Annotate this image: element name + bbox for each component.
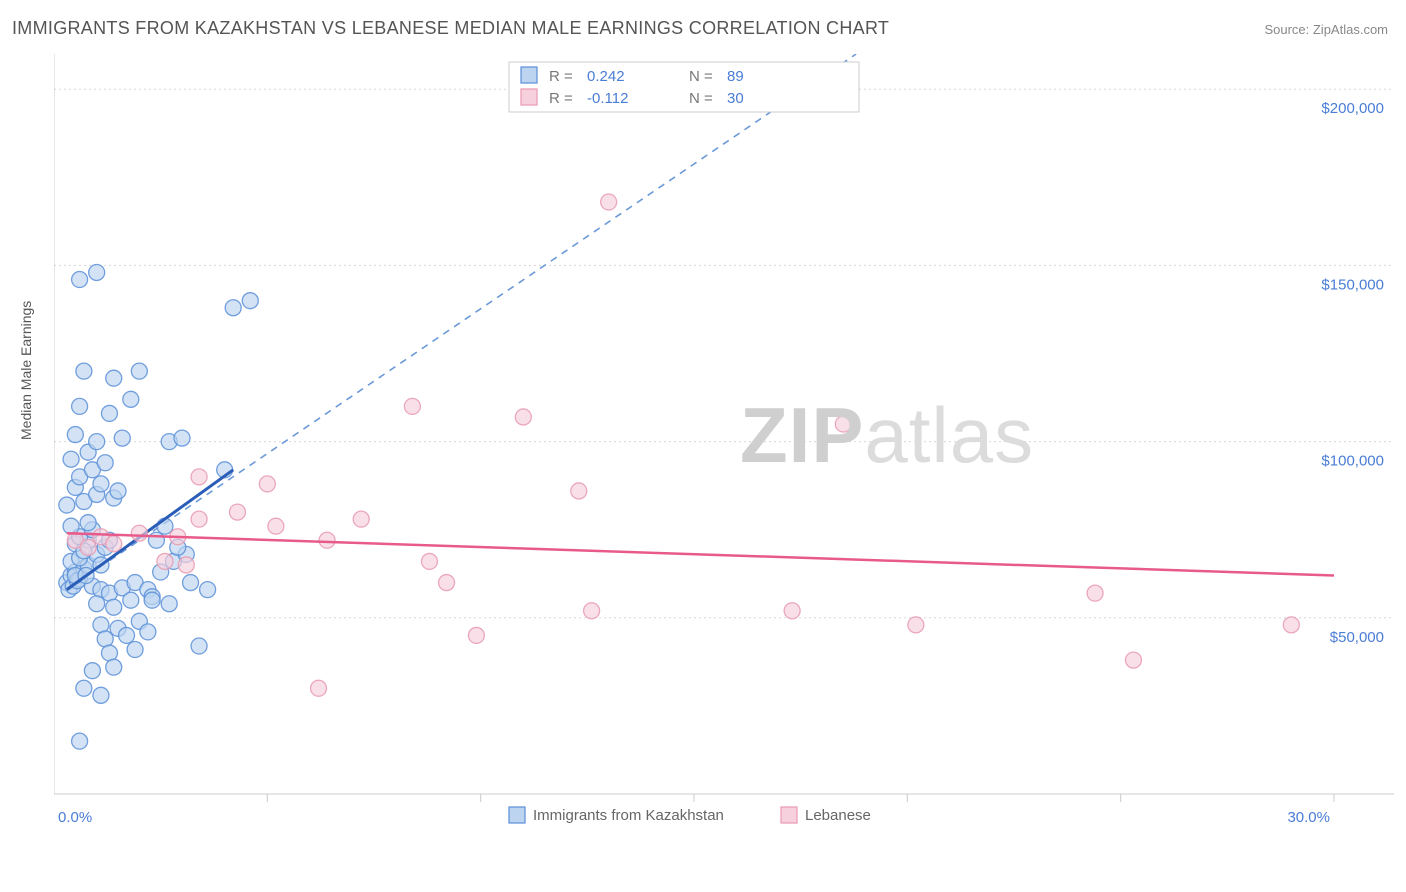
data-point — [72, 272, 88, 288]
data-point — [1125, 652, 1141, 668]
data-point — [63, 451, 79, 467]
y-tick-label: $100,000 — [1321, 453, 1384, 470]
legend-r-value: -0.112 — [587, 90, 628, 107]
data-point — [119, 627, 135, 643]
data-point — [123, 391, 139, 407]
data-point — [84, 663, 100, 679]
legend-series-label: Immigrants from Kazakhstan — [533, 807, 724, 824]
legend-r-label: R = — [549, 90, 573, 107]
data-point — [200, 582, 216, 598]
data-point — [835, 416, 851, 432]
trend-line-dashed — [67, 54, 856, 590]
data-point — [89, 434, 105, 450]
data-point — [80, 515, 96, 531]
data-point — [144, 592, 160, 608]
y-tick-label: $150,000 — [1321, 276, 1384, 293]
data-point — [468, 627, 484, 643]
data-point — [404, 398, 420, 414]
legend-r-value: 0.242 — [587, 68, 625, 85]
data-point — [110, 483, 126, 499]
data-point — [1283, 617, 1299, 633]
data-point — [784, 603, 800, 619]
data-point — [191, 511, 207, 527]
legend-n-label: N = — [689, 68, 713, 85]
y-axis-label: Median Male Earnings — [18, 301, 34, 440]
data-point — [225, 300, 241, 316]
x-tick-label: 0.0% — [58, 809, 92, 826]
data-point — [72, 398, 88, 414]
data-point — [908, 617, 924, 633]
data-point — [439, 575, 455, 591]
data-point — [131, 363, 147, 379]
data-point — [178, 557, 194, 573]
data-point — [242, 293, 258, 309]
legend-r-label: R = — [549, 68, 573, 85]
data-point — [131, 525, 147, 541]
data-point — [72, 733, 88, 749]
data-point — [127, 642, 143, 658]
data-point — [157, 553, 173, 569]
legend-swatch — [521, 67, 537, 83]
data-point — [229, 504, 245, 520]
source-attribution: Source: ZipAtlas.com — [1264, 22, 1388, 37]
data-point — [161, 596, 177, 612]
data-point — [191, 638, 207, 654]
data-point — [106, 599, 122, 615]
legend-swatch — [509, 807, 525, 823]
data-point — [601, 194, 617, 210]
data-point — [97, 455, 113, 471]
data-point — [59, 497, 75, 513]
data-point — [93, 687, 109, 703]
data-point — [106, 370, 122, 386]
data-point — [584, 603, 600, 619]
y-tick-label: $200,000 — [1321, 100, 1384, 117]
data-point — [148, 532, 164, 548]
data-point — [123, 592, 139, 608]
data-point — [311, 680, 327, 696]
scatter-chart: $50,000 $100,000 $150,000 $200,000 0.0% 30.0%… — [54, 54, 1394, 834]
data-point — [76, 680, 92, 696]
data-point — [515, 409, 531, 425]
trend-line — [67, 533, 1334, 575]
x-tick-label: 30.0% — [1287, 809, 1330, 826]
data-point — [76, 363, 92, 379]
data-point — [174, 430, 190, 446]
data-point — [80, 539, 96, 555]
data-point — [571, 483, 587, 499]
data-point — [67, 427, 83, 443]
data-point — [259, 476, 275, 492]
data-point — [183, 575, 199, 591]
legend-n-value: 89 — [727, 68, 744, 85]
data-point — [106, 536, 122, 552]
data-point — [268, 518, 284, 534]
data-point — [1087, 585, 1103, 601]
legend-swatch — [781, 807, 797, 823]
legend-n-label: N = — [689, 90, 713, 107]
legend-series-label: Lebanese — [805, 807, 871, 824]
legend-swatch — [521, 89, 537, 105]
data-point — [421, 553, 437, 569]
data-point — [114, 430, 130, 446]
chart-container: IMMIGRANTS FROM KAZAKHSTAN VS LEBANESE M… — [0, 0, 1406, 892]
data-point — [93, 476, 109, 492]
data-point — [101, 405, 117, 421]
data-point — [319, 532, 335, 548]
legend-n-value: 30 — [727, 90, 744, 107]
data-point — [191, 469, 207, 485]
data-point — [106, 659, 122, 675]
data-point — [353, 511, 369, 527]
y-tick-label: $50,000 — [1330, 629, 1384, 646]
data-point — [89, 264, 105, 280]
data-point — [140, 624, 156, 640]
data-point — [89, 596, 105, 612]
chart-title: IMMIGRANTS FROM KAZAKHSTAN VS LEBANESE M… — [12, 18, 889, 39]
